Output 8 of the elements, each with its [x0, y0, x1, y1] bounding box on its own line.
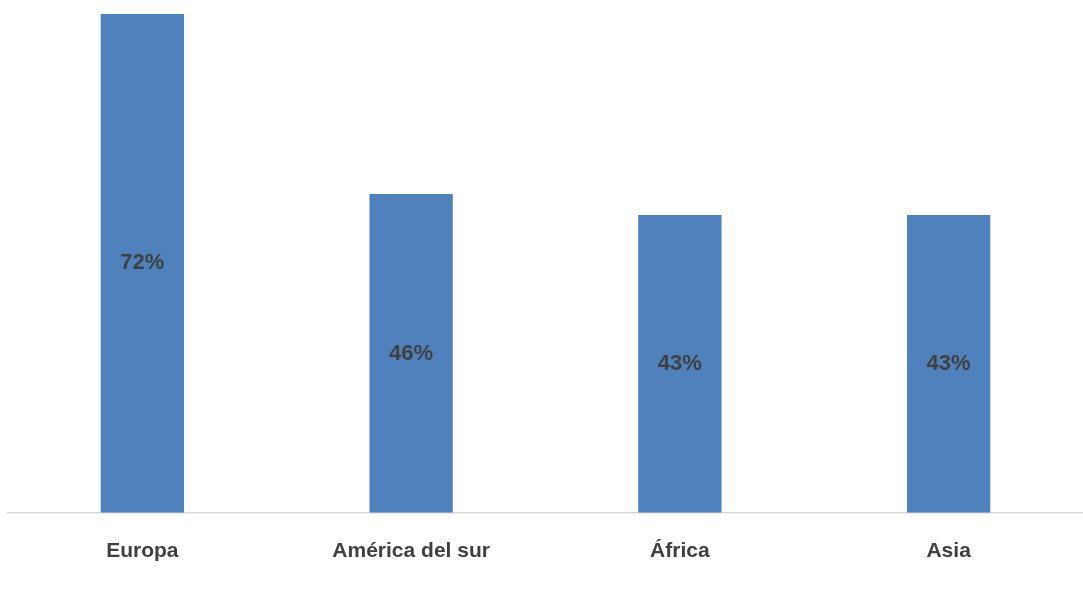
- data-label: 46%: [389, 339, 434, 365]
- data-label: 72%: [120, 249, 165, 275]
- x-tick-label: Europa: [106, 538, 179, 562]
- x-tick-label: América del sur: [332, 538, 490, 562]
- x-tick-label: Asia: [926, 538, 972, 562]
- data-label: 43%: [926, 349, 971, 375]
- data-label: 43%: [657, 349, 702, 375]
- x-tick-label: África: [650, 538, 710, 562]
